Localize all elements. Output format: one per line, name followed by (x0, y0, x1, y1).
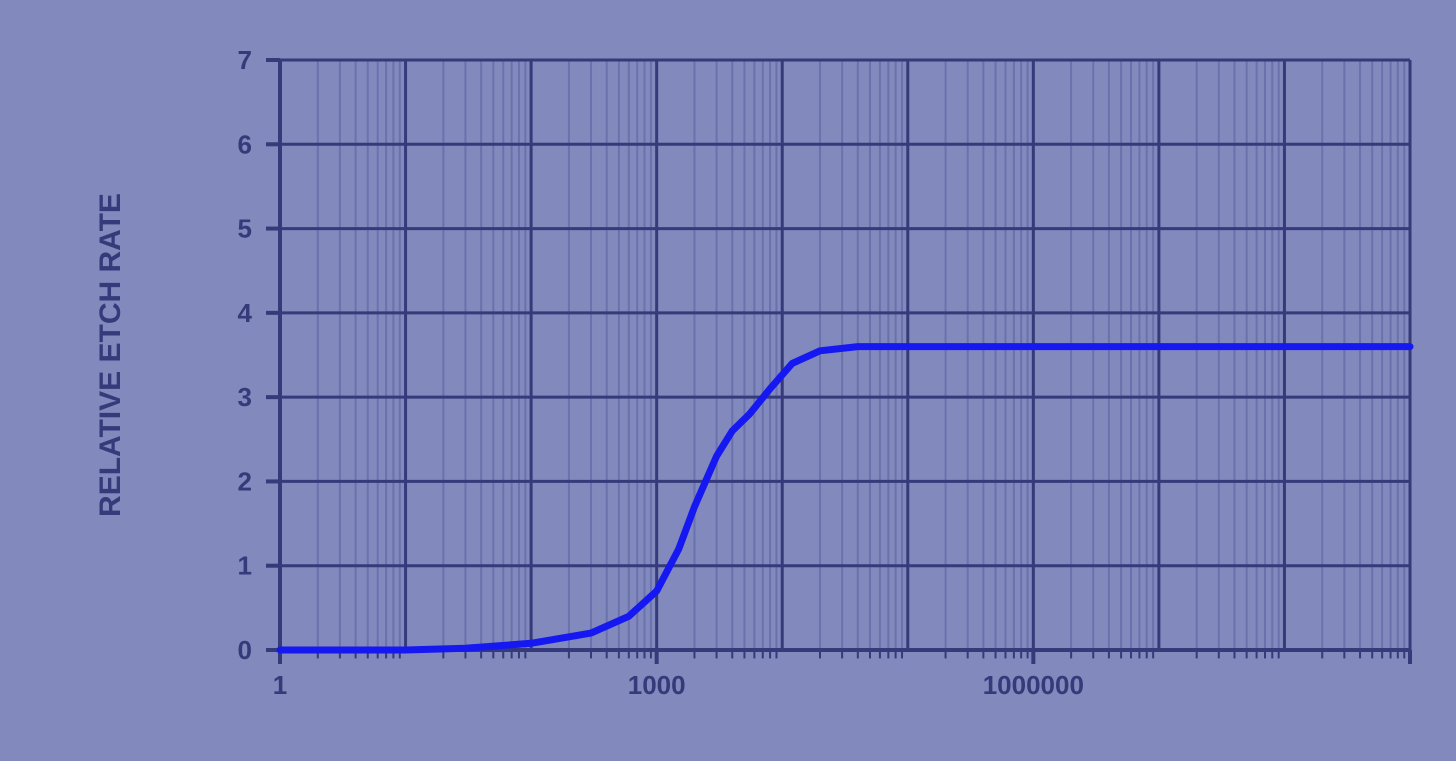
svg-text:1: 1 (273, 670, 287, 700)
svg-text:1000000: 1000000 (983, 670, 1084, 700)
svg-text:4: 4 (238, 298, 253, 328)
svg-text:2: 2 (238, 466, 252, 496)
svg-text:5: 5 (238, 214, 252, 244)
chart-background (0, 0, 1456, 761)
svg-text:3: 3 (238, 382, 252, 412)
y-axis-label: RELATIVE ETCH RATE (94, 193, 127, 517)
svg-text:6: 6 (238, 129, 252, 159)
svg-text:0: 0 (238, 635, 252, 665)
svg-text:7: 7 (238, 45, 252, 75)
etch-rate-chart: 110001000000 01234567 RELATIVE ETCH RATE (0, 0, 1456, 761)
svg-text:1000: 1000 (628, 670, 686, 700)
svg-text:RELATIVE ETCH RATE: RELATIVE ETCH RATE (94, 193, 127, 517)
svg-text:1: 1 (238, 551, 252, 581)
